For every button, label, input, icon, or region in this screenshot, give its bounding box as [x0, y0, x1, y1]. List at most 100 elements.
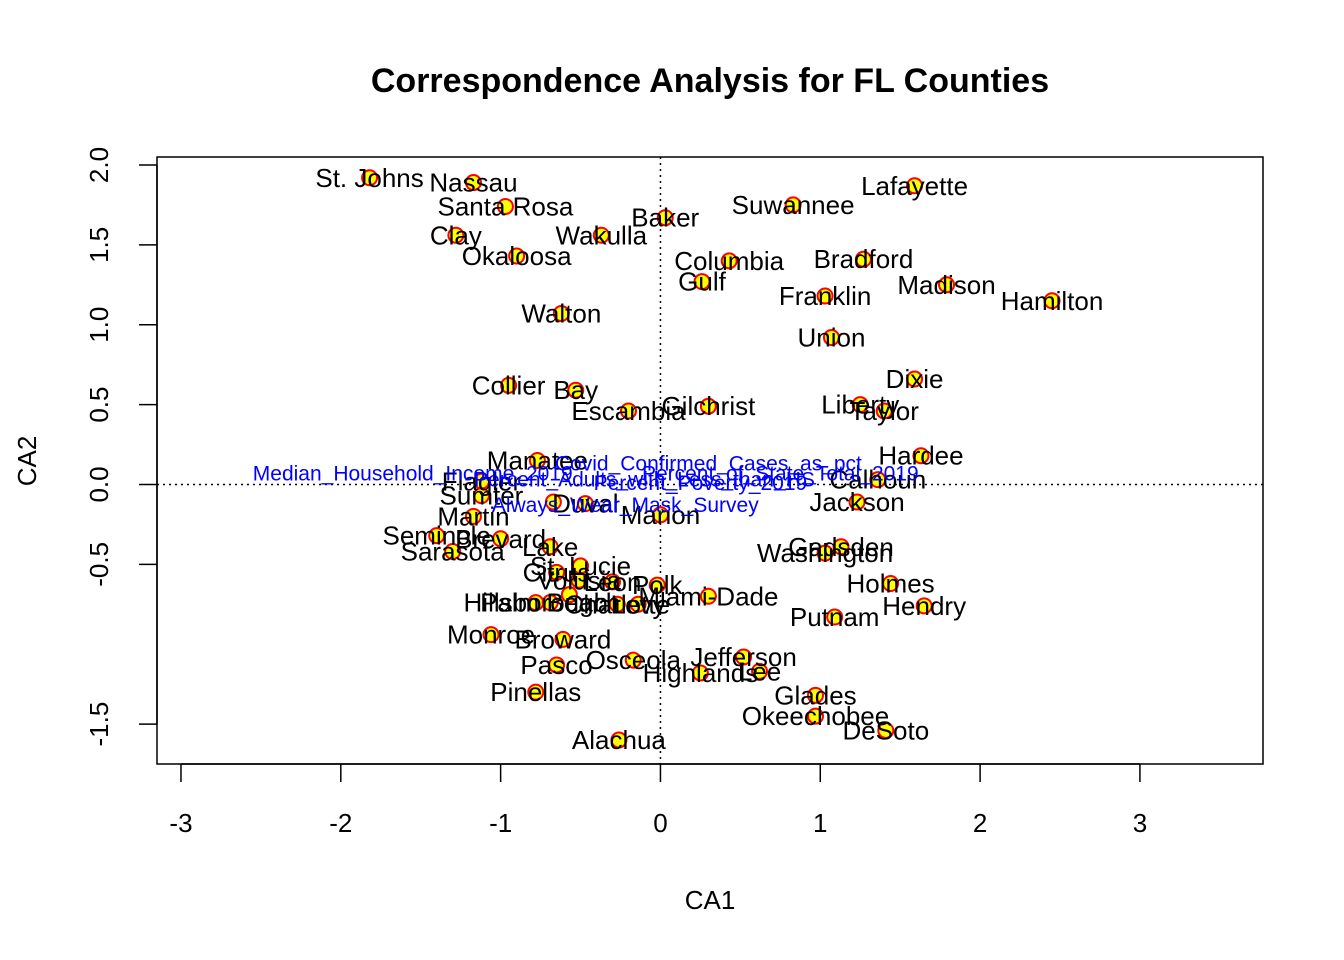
county-label: Monroe: [447, 620, 535, 650]
x-tick-label: 2: [973, 808, 987, 838]
y-tick-label: -1.5: [84, 702, 114, 747]
county-label: Sumter: [440, 481, 524, 511]
county-point: [527, 683, 545, 701]
county-label: Pinellas: [490, 677, 581, 707]
county-point: [854, 250, 872, 268]
variable-label: Percent_Adults_with_Less_than_HS: [474, 469, 815, 492]
county-point: [500, 376, 518, 394]
county-label: Suwannee: [732, 190, 855, 220]
county-point: [826, 608, 844, 626]
x-axis-label: CA1: [685, 885, 736, 915]
county-label: Manatee: [487, 446, 588, 476]
county-point: [784, 196, 802, 214]
county-point: [447, 226, 465, 244]
county-point: [869, 471, 887, 489]
county-label: Marion: [621, 500, 700, 530]
county-point: [693, 273, 711, 291]
county-label: Hendry: [882, 591, 966, 621]
county-label: Madison: [897, 270, 995, 300]
county-point: [875, 402, 893, 420]
county-label: Holmes: [847, 568, 935, 598]
county-label: Collier: [472, 370, 546, 400]
county-label: Bradford: [814, 244, 914, 274]
county-label: Flagler: [442, 466, 522, 496]
county-point: [656, 209, 674, 227]
county-label: Liberty: [821, 390, 899, 420]
county-label: Okeechobee: [742, 701, 889, 731]
county-label: Charlotte: [565, 589, 671, 619]
county-point: [548, 563, 566, 581]
y-tick-label: 2.0: [84, 147, 114, 183]
county-point: [496, 198, 514, 216]
county-label: Duval: [552, 489, 618, 519]
county-label: Jackson: [809, 487, 904, 517]
variable-label: Median_Household_Income_2019: [253, 462, 573, 485]
county-label: St. Lucie: [530, 551, 631, 581]
county-point: [1043, 292, 1061, 310]
county-point: [691, 664, 709, 682]
county-point: [619, 402, 637, 420]
county-label: Escambia: [571, 396, 686, 426]
county-point: [822, 329, 840, 347]
variable-label: Covid_Confirmed_Cases_as_pct: [555, 453, 862, 476]
county-point: [624, 651, 642, 669]
county-points: [361, 169, 1061, 749]
county-point: [541, 538, 559, 556]
county-point: [699, 587, 717, 605]
x-tick-label: 3: [1133, 808, 1147, 838]
county-label: Volusia: [537, 565, 621, 595]
county-point: [576, 495, 594, 513]
county-label: Wakulla: [556, 220, 648, 250]
county-label: Alachua: [572, 725, 666, 755]
county-label: Clay: [430, 220, 482, 250]
county-label: Seminole: [382, 521, 490, 551]
county-point: [361, 169, 379, 187]
county-label: Washington: [757, 538, 893, 568]
county-label: Gadsden: [788, 532, 894, 562]
county-label: Palm Beach: [480, 588, 620, 618]
county-label: Calhoun: [829, 465, 926, 495]
county-point: [882, 574, 900, 592]
county-point: [806, 707, 824, 725]
county-point: [548, 656, 566, 674]
county-point: [806, 686, 824, 704]
x-tick-label: -1: [489, 808, 512, 838]
county-label: Pasco: [520, 650, 592, 680]
county-label: Glades: [774, 680, 856, 710]
y-tick-label: 0.0: [84, 466, 114, 502]
county-point: [444, 543, 462, 561]
county-point: [428, 527, 446, 545]
county-label: Taylor: [850, 396, 920, 426]
county-point: [699, 397, 717, 415]
county-point: [751, 662, 769, 680]
county-label: Santa Rosa: [437, 192, 573, 222]
county-label: Leon: [584, 567, 642, 597]
county-label: Martin: [437, 501, 509, 531]
county-point: [912, 447, 930, 465]
y-tick-label: -0.5: [84, 542, 114, 587]
county-point: [906, 370, 924, 388]
county-point: [592, 226, 610, 244]
county-label: Dixie: [886, 364, 944, 394]
county-label: Highlands: [643, 658, 759, 688]
county-label: Columbia: [674, 246, 784, 276]
county-label: Bay: [553, 375, 598, 405]
county-label: Franklin: [779, 281, 871, 311]
variable-labels: Median_Household_Income_2019Covid_Confir…: [253, 453, 919, 518]
county-point: [720, 252, 738, 270]
county-point: [482, 626, 500, 644]
county-point: [608, 595, 626, 613]
county-point: [610, 731, 628, 749]
x-tick-label: 1: [813, 808, 827, 838]
county-label: Okaloosa: [462, 241, 572, 271]
county-point: [560, 586, 578, 604]
x-axis: -3 -2 -1 0 1 2 3: [169, 763, 1147, 838]
county-point: [851, 396, 869, 414]
y-tick-label: 1.0: [84, 307, 114, 343]
county-point: [570, 571, 588, 589]
county-point: [464, 507, 482, 525]
y-tick-label: 1.5: [84, 227, 114, 263]
county-label: Lee: [738, 656, 781, 686]
